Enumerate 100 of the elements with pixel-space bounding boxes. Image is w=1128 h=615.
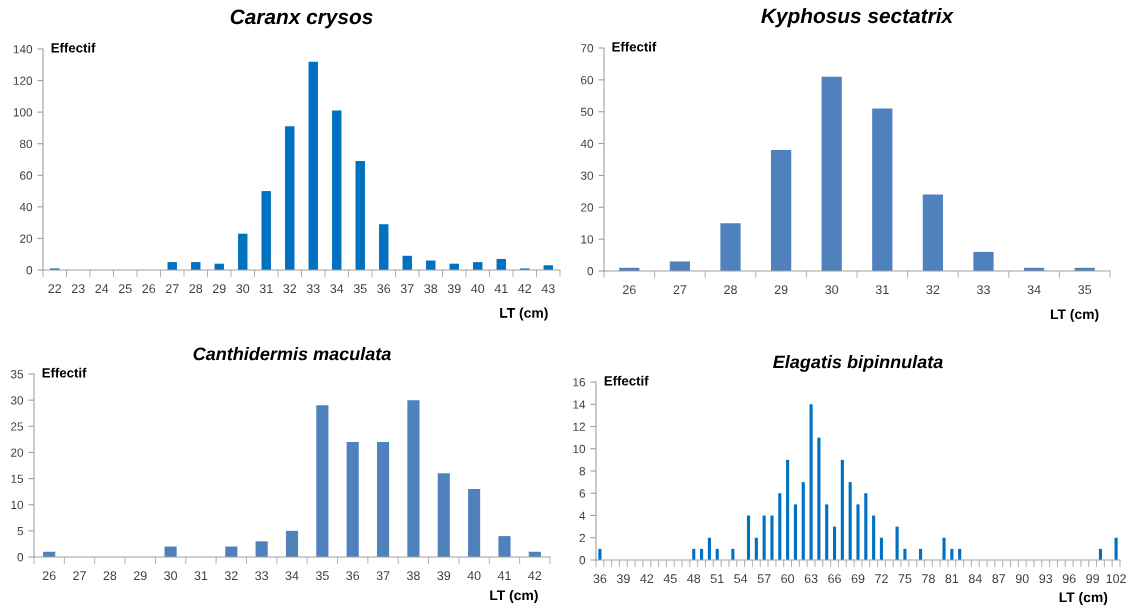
x-tick-label: 25	[118, 284, 132, 294]
x-tick-label: 60	[781, 574, 795, 584]
y-tick-label: 0	[17, 553, 24, 562]
y-tick-label: 0	[26, 266, 33, 275]
x-tick-label: 34	[285, 571, 299, 581]
x-tick-label: 51	[710, 574, 724, 584]
x-tick-label: 81	[945, 574, 959, 584]
x-tick-label: 32	[283, 284, 297, 294]
x-axis-title: LT (cm)	[1050, 308, 1099, 322]
x-tick-label: 39	[437, 571, 451, 581]
y-axis-title: Effectif	[612, 41, 657, 52]
x-tick-label: 72	[875, 574, 888, 583]
x-tick-label: 35	[1078, 285, 1092, 295]
x-tick-label: 29	[212, 284, 226, 294]
chart-title: Canthidermis maculata	[193, 347, 391, 361]
x-tick-label: 41	[497, 571, 511, 580]
x-tick-label: 63	[804, 574, 818, 584]
chart-title: Elagatis bipinnulata	[773, 355, 943, 372]
x-tick-label: 66	[828, 574, 841, 584]
x-tick-label: 26	[42, 571, 56, 581]
x-tick-label: 36	[377, 284, 391, 294]
x-tick-label: 32	[224, 571, 238, 581]
y-tick-label: 60	[20, 171, 33, 180]
x-tick-label: 28	[189, 284, 203, 294]
y-tick-label: 30	[580, 171, 594, 180]
chart-title: Kyphosus sectatrix	[761, 7, 954, 28]
y-tick-label: 12	[573, 422, 585, 431]
y-tick-label: 140	[13, 45, 33, 54]
y-tick-label: 4	[579, 511, 586, 520]
y-tick-label: 2	[579, 533, 585, 543]
y-tick-label: 40	[580, 139, 594, 148]
x-tick-label: 33	[255, 571, 269, 581]
x-tick-label: 26	[622, 285, 636, 295]
x-axis-title: LT (cm)	[500, 307, 548, 321]
x-tick-label: 93	[1039, 574, 1053, 584]
x-tick-label: 29	[133, 571, 147, 581]
y-tick-label: 20	[11, 448, 24, 457]
x-tick-label: 99	[1086, 574, 1099, 584]
x-tick-label: 41	[494, 284, 508, 293]
y-tick-label: 40	[19, 202, 33, 212]
x-tick-label: 39	[447, 284, 461, 294]
y-tick-label: 16	[573, 378, 586, 387]
x-tick-label: 42	[518, 284, 532, 293]
x-tick-label: 23	[71, 284, 85, 294]
y-tick-label: 100	[13, 108, 33, 117]
y-tick-label: 0	[579, 556, 586, 565]
x-tick-label: 84	[968, 574, 982, 584]
y-tick-label: 50	[580, 107, 594, 117]
x-tick-label: 33	[977, 285, 990, 295]
x-axis-title: LT (cm)	[1059, 592, 1108, 605]
x-tick-label: 33	[306, 284, 320, 294]
x-tick-label: 37	[400, 284, 414, 294]
x-tick-label: 28	[103, 571, 117, 581]
y-tick-label: 80	[19, 139, 33, 149]
x-tick-label: 22	[48, 284, 62, 293]
x-tick-label: 96	[1062, 574, 1076, 584]
y-tick-label: 10	[573, 444, 586, 454]
y-tick-label: 120	[13, 76, 33, 85]
x-tick-label: 69	[851, 574, 865, 584]
y-tick-label: 20	[20, 234, 33, 243]
x-tick-label: 78	[922, 574, 935, 584]
y-tick-label: 8	[579, 467, 586, 476]
y-tick-label: 20	[581, 203, 594, 212]
x-tick-label: 35	[353, 284, 367, 294]
x-tick-label: 31	[194, 571, 208, 581]
y-axis-title: Effectif	[42, 367, 87, 378]
y-tick-label: 60	[581, 75, 594, 85]
y-tick-label: 70	[581, 44, 594, 53]
x-axis-title: LT (cm)	[490, 589, 538, 603]
x-tick-label: 36	[593, 574, 607, 584]
x-tick-label: 30	[825, 285, 839, 295]
x-tick-label: 24	[95, 284, 109, 293]
x-tick-label: 102	[1106, 574, 1126, 584]
y-tick-label: 5	[17, 527, 24, 536]
x-tick-label: 45	[663, 574, 677, 584]
x-tick-label: 29	[774, 285, 788, 295]
x-tick-label: 36	[346, 571, 360, 581]
x-tick-label: 31	[875, 285, 889, 295]
x-tick-label: 34	[1027, 285, 1041, 295]
y-tick-label: 30	[10, 396, 24, 405]
x-tick-label: 27	[73, 571, 86, 580]
x-tick-label: 40	[471, 284, 485, 294]
x-tick-label: 32	[926, 285, 940, 295]
x-tick-label: 42	[528, 571, 542, 580]
x-tick-label: 38	[406, 571, 420, 581]
x-tick-label: 28	[724, 285, 737, 295]
x-tick-label: 31	[259, 284, 273, 294]
chart-title: Caranx crysos	[230, 9, 373, 29]
y-tick-label: 0	[587, 267, 594, 276]
x-tick-label: 42	[640, 574, 654, 583]
x-tick-label: 35	[315, 571, 329, 581]
x-tick-label: 40	[467, 571, 481, 581]
x-tick-label: 30	[236, 284, 250, 294]
x-tick-label: 39	[616, 574, 630, 584]
x-tick-label: 27	[673, 285, 687, 294]
x-tick-label: 38	[424, 284, 438, 294]
x-tick-label: 27	[165, 284, 179, 293]
x-tick-label: 75	[898, 574, 912, 584]
x-tick-label: 26	[142, 284, 156, 294]
y-tick-label: 35	[10, 370, 24, 379]
